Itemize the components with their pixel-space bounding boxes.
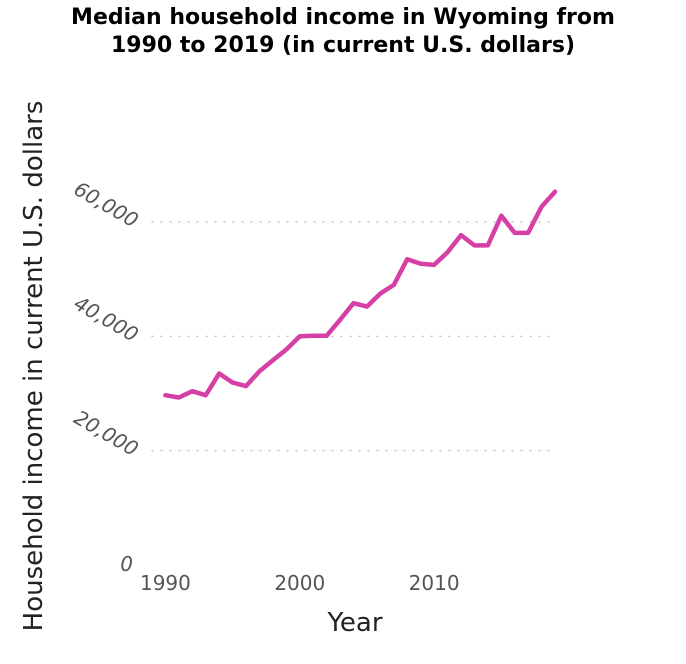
y-tick-label: 0 [120,552,133,576]
x-tick-label: 1990 [140,571,191,595]
x-axis-label: Year [326,608,382,638]
y-tick-label: 20,000 [70,405,143,461]
chart-title-line-2: 1990 to 2019 (in current U.S. dollars) [110,33,576,58]
x-tick-labels: 1990 2000 2010 [140,571,460,595]
series-lines [163,189,558,400]
series-line [163,189,558,400]
y-tick-label: 40,000 [70,291,143,347]
y-axis-label: Household income in current U.S. dollars [19,101,49,632]
x-tick-label: 2010 [409,571,460,595]
y-tick-labels: 0 20,000 40,000 60,000 [70,177,143,576]
chart-title: Median household income in Wyoming from … [0,4,686,60]
chart-title-line-1: Median household income in Wyoming from [71,5,615,30]
x-tick-label: 2000 [274,571,325,595]
grid-lines [151,221,556,452]
y-tick-label: 60,000 [70,177,143,233]
